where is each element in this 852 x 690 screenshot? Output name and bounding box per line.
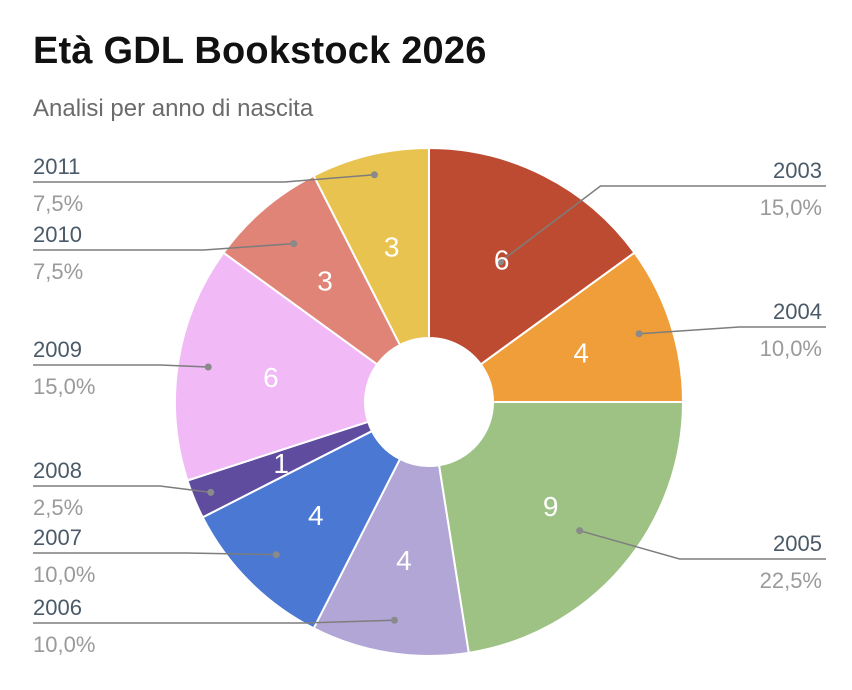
- slice-label-2011: 2011: [33, 154, 80, 179]
- slice-value-2011: 3: [384, 231, 400, 262]
- leader-line-2007: [33, 552, 277, 556]
- leader-line-2009: [33, 364, 209, 368]
- slice-label-2008: 2008: [33, 458, 82, 483]
- slice-value-2004: 4: [573, 338, 589, 369]
- slice-value-2008: 1: [273, 448, 289, 479]
- leader-line-2006: [33, 619, 395, 624]
- leader-line-2005: [579, 529, 826, 560]
- slice-label-2003: 2003: [773, 158, 822, 183]
- slice-value-2010: 3: [317, 265, 333, 296]
- slice-percent-2004: 10,0%: [760, 336, 822, 361]
- slice-value-2003: 6: [494, 244, 510, 275]
- chart-title: Età GDL Bookstock 2026: [33, 30, 487, 72]
- slice-percent-2006: 10,0%: [33, 632, 95, 657]
- pie-slice-2005: [437, 401, 685, 655]
- slice-value-2005: 9: [543, 491, 559, 522]
- leader-dot-2005: [576, 527, 584, 535]
- leader-dot-2006: [390, 616, 398, 624]
- slice-percent-2010: 7,5%: [33, 259, 83, 284]
- leader-dot-2007: [272, 551, 280, 559]
- slice-label-2004: 2004: [773, 299, 822, 324]
- leader-dot-2011: [370, 171, 378, 179]
- slice-label-2010: 2010: [33, 222, 82, 247]
- pie-slice-2007: [201, 429, 402, 630]
- pie-slice-2004: [479, 251, 685, 403]
- leader-line-2010: [33, 242, 294, 251]
- leader-lines: [33, 171, 826, 624]
- slice-percent-2009: 15,0%: [33, 374, 95, 399]
- pie-slice-2009: [174, 251, 379, 482]
- slice-label-2007: 2007: [33, 525, 82, 550]
- leader-line-2011: [33, 174, 375, 183]
- leader-dot-2008: [207, 488, 215, 496]
- slices: [174, 146, 685, 657]
- slice-percent-2008: 2,5%: [33, 495, 83, 520]
- slice-label-2006: 2006: [33, 595, 82, 620]
- slice-label-2009: 2009: [33, 337, 82, 362]
- leader-dot-2009: [204, 363, 212, 371]
- pie-slice-2006: [312, 457, 470, 657]
- slice-percent-2007: 10,0%: [33, 562, 95, 587]
- slice-value-2006: 4: [396, 545, 412, 576]
- chart-subtitle: Analisi per anno di nascita: [33, 95, 314, 122]
- leader-line-2008: [33, 485, 211, 494]
- pie-slice-2010: [222, 174, 402, 366]
- slice-value-2009: 6: [263, 362, 279, 393]
- slice-percent-2005: 22,5%: [760, 568, 822, 593]
- leader-line-2004: [639, 326, 826, 335]
- leader-dot-2004: [635, 330, 643, 338]
- slice-percent-2011: 7,5%: [33, 191, 83, 216]
- leader-dot-2010: [290, 240, 298, 248]
- slice-label-2005: 2005: [773, 531, 822, 556]
- pie-slice-2011: [312, 146, 430, 347]
- slice-value-2007: 4: [308, 500, 324, 531]
- leader-dot-2003: [496, 258, 504, 266]
- labels: 6 2003 15,0% 4 2004 10,0% 9 2005 22,5% 4 2006 10,0%…: [33, 154, 822, 657]
- pie-slice-2003: [428, 146, 636, 366]
- leader-line-2003: [500, 185, 826, 263]
- slice-percent-2003: 15,0%: [760, 195, 822, 220]
